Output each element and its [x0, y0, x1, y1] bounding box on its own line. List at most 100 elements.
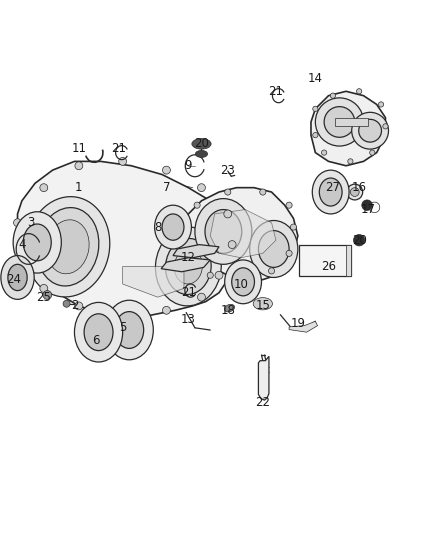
Ellipse shape	[47, 220, 89, 274]
Text: 11: 11	[71, 142, 86, 155]
Circle shape	[40, 285, 48, 292]
Ellipse shape	[115, 312, 144, 349]
Ellipse shape	[224, 304, 235, 312]
Text: 17: 17	[360, 203, 375, 216]
Circle shape	[348, 159, 353, 164]
Polygon shape	[173, 245, 219, 258]
Circle shape	[63, 300, 70, 307]
Polygon shape	[184, 188, 298, 280]
Circle shape	[119, 311, 127, 319]
Polygon shape	[161, 258, 210, 272]
Ellipse shape	[319, 178, 342, 206]
Circle shape	[290, 224, 297, 230]
Text: 4: 4	[18, 238, 26, 251]
Circle shape	[75, 162, 83, 169]
Circle shape	[181, 229, 187, 235]
Ellipse shape	[352, 112, 389, 149]
Circle shape	[162, 306, 170, 314]
Text: 21: 21	[268, 85, 283, 98]
Text: 12: 12	[181, 251, 196, 264]
Ellipse shape	[359, 119, 381, 142]
Ellipse shape	[195, 150, 208, 157]
Ellipse shape	[324, 107, 355, 138]
Text: 9: 9	[184, 159, 192, 172]
Text: 7: 7	[162, 181, 170, 194]
Ellipse shape	[232, 268, 254, 296]
FancyBboxPatch shape	[299, 245, 351, 276]
Circle shape	[357, 88, 362, 94]
FancyBboxPatch shape	[346, 245, 351, 276]
Circle shape	[18, 254, 26, 262]
Circle shape	[224, 210, 232, 218]
Circle shape	[350, 188, 359, 197]
Circle shape	[362, 200, 372, 211]
Ellipse shape	[253, 297, 272, 310]
Text: 16: 16	[352, 181, 367, 194]
Polygon shape	[18, 161, 237, 319]
Polygon shape	[258, 356, 269, 400]
Text: 21: 21	[181, 286, 196, 300]
Polygon shape	[289, 321, 318, 332]
Circle shape	[268, 268, 275, 274]
Text: 15: 15	[255, 300, 270, 312]
Ellipse shape	[37, 208, 99, 286]
Text: 27: 27	[325, 181, 340, 194]
Circle shape	[286, 202, 292, 208]
Text: 10: 10	[233, 278, 248, 290]
Ellipse shape	[74, 302, 123, 362]
Ellipse shape	[23, 224, 51, 261]
Circle shape	[238, 277, 244, 282]
Ellipse shape	[315, 98, 364, 146]
Ellipse shape	[26, 197, 110, 297]
Circle shape	[207, 272, 213, 278]
Text: 26: 26	[321, 260, 336, 273]
Circle shape	[353, 235, 365, 246]
Circle shape	[225, 189, 231, 195]
Polygon shape	[123, 266, 184, 297]
Ellipse shape	[258, 231, 289, 268]
Text: 2: 2	[71, 300, 78, 312]
Ellipse shape	[250, 221, 298, 278]
Circle shape	[330, 93, 336, 98]
Ellipse shape	[192, 139, 211, 149]
Circle shape	[198, 293, 205, 301]
Ellipse shape	[205, 209, 242, 253]
Text: 14: 14	[308, 71, 323, 85]
Text: 5: 5	[119, 321, 126, 334]
Circle shape	[215, 271, 223, 279]
Ellipse shape	[166, 238, 211, 295]
Text: 18: 18	[220, 304, 235, 317]
Ellipse shape	[155, 205, 191, 249]
Circle shape	[40, 184, 48, 191]
Text: 20: 20	[352, 233, 367, 247]
Text: 25: 25	[36, 290, 51, 304]
Ellipse shape	[155, 227, 221, 306]
Circle shape	[321, 150, 327, 155]
Ellipse shape	[162, 214, 184, 240]
Text: 13: 13	[181, 312, 196, 326]
Ellipse shape	[174, 249, 202, 284]
Ellipse shape	[312, 170, 349, 214]
Circle shape	[313, 106, 318, 111]
Ellipse shape	[195, 199, 252, 264]
Circle shape	[43, 290, 52, 300]
Circle shape	[260, 189, 266, 195]
Circle shape	[347, 184, 363, 200]
Text: 22: 22	[255, 396, 270, 409]
Text: 23: 23	[220, 164, 235, 176]
Circle shape	[198, 184, 205, 191]
Text: 1: 1	[75, 181, 83, 194]
Text: 3: 3	[27, 216, 34, 229]
Circle shape	[383, 124, 388, 129]
Circle shape	[14, 219, 21, 227]
Polygon shape	[335, 118, 368, 126]
Ellipse shape	[13, 212, 61, 273]
Circle shape	[119, 157, 127, 165]
Circle shape	[162, 166, 170, 174]
Ellipse shape	[105, 300, 153, 360]
Circle shape	[228, 241, 236, 248]
Polygon shape	[210, 209, 276, 258]
Text: 24: 24	[6, 273, 21, 286]
Text: 8: 8	[154, 221, 161, 233]
Text: 19: 19	[290, 317, 305, 330]
